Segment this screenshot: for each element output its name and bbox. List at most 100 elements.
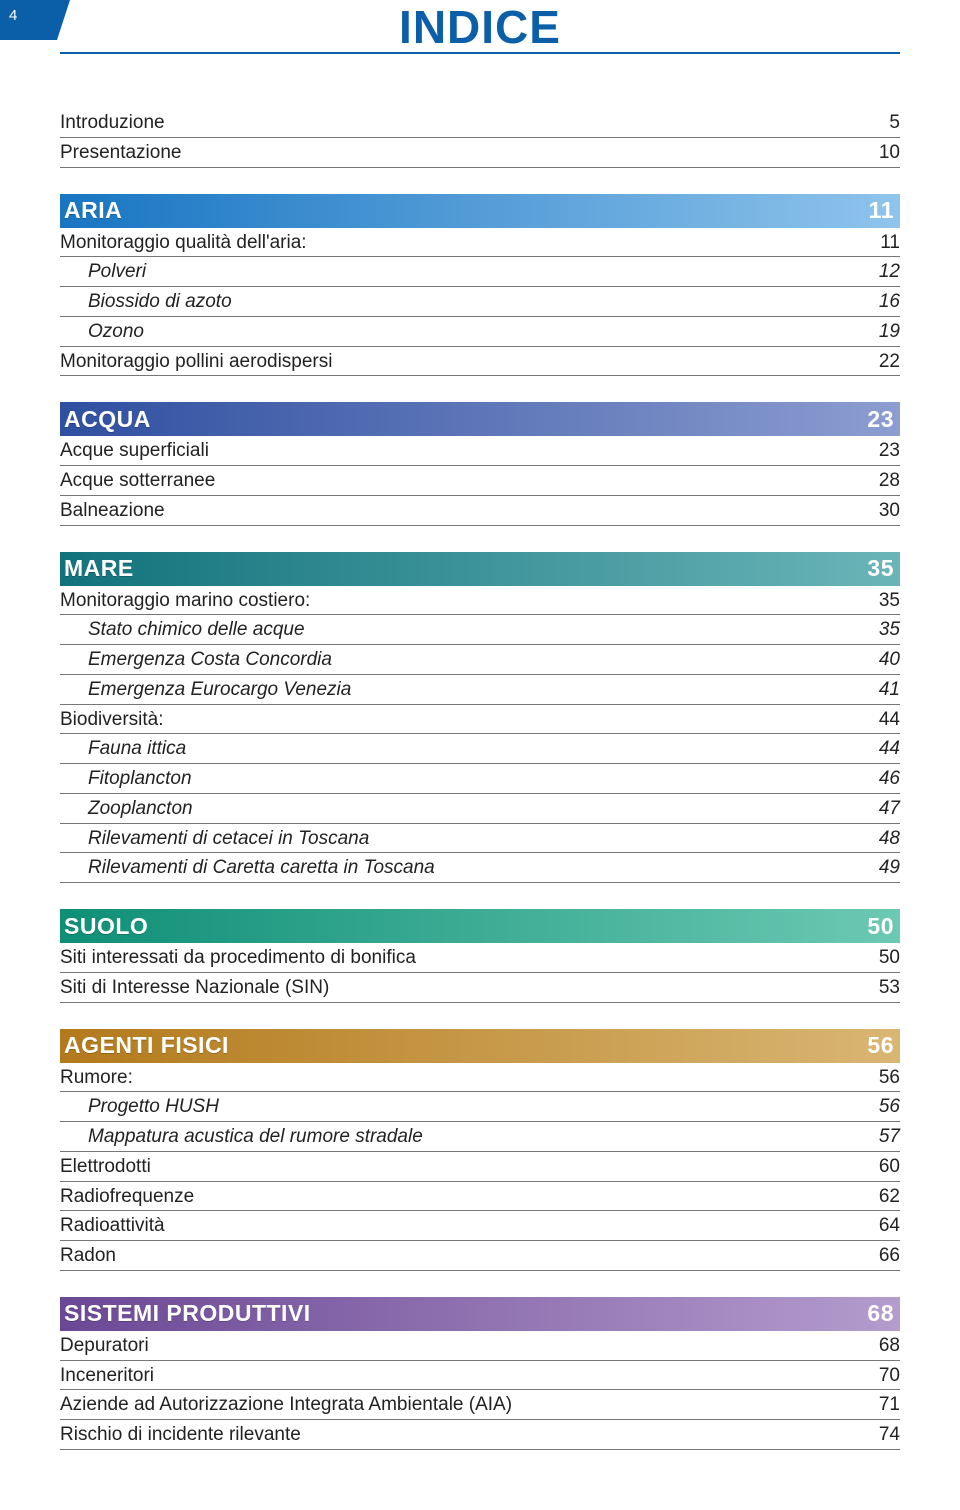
toc-row: Monitoraggio marino costiero:35 (60, 586, 900, 616)
toc-row: Rischio di incidente rilevante74 (60, 1420, 900, 1450)
toc-row-label: Emergenza Costa Concordia (60, 648, 859, 672)
toc-row: Biodiversità:44 (60, 705, 900, 735)
toc-row-label: Elettrodotti (60, 1155, 859, 1179)
toc-row: Aziende ad Autorizzazione Integrata Ambi… (60, 1390, 900, 1420)
toc-row: Siti interessati da procedimento di boni… (60, 943, 900, 973)
toc-row-label: Introduzione (60, 111, 869, 135)
toc-row-page: 44 (859, 708, 900, 732)
toc-row: Presentazione10 (60, 138, 900, 168)
toc-row: Radioattività64 (60, 1211, 900, 1241)
toc-row-page: 46 (859, 767, 900, 791)
section-title: SUOLO (64, 913, 148, 940)
toc-row-page: 53 (859, 976, 900, 1000)
toc-row-label: Fauna ittica (60, 737, 859, 761)
toc-row: Rilevamenti di cetacei in Toscana48 (60, 824, 900, 854)
toc-row: Polveri12 (60, 257, 900, 287)
toc-row-page: 56 (859, 1066, 900, 1090)
page-number: 4 (9, 7, 17, 24)
sections-container: ARIA11Monitoraggio qualità dell'aria:11P… (60, 194, 900, 1450)
toc-row: Radiofrequenze62 (60, 1182, 900, 1212)
section-page: 50 (867, 913, 894, 940)
toc-row-page: 23 (859, 439, 900, 463)
toc-row-label: Depuratori (60, 1334, 859, 1358)
toc-row-label: Fitoplancton (60, 767, 859, 791)
section-bar-agenti: AGENTI FISICI 56 (60, 1029, 900, 1063)
intro-block: Introduzione5 Presentazione10 (60, 108, 900, 168)
toc-row-label: Inceneritori (60, 1364, 859, 1388)
toc-row: Biossido di azoto16 (60, 287, 900, 317)
toc-row-page: 68 (859, 1334, 900, 1358)
toc-row-page: 74 (859, 1423, 900, 1447)
toc-row-label: Biodiversità: (60, 708, 859, 732)
toc-row-label: Rischio di incidente rilevante (60, 1423, 859, 1447)
section-page: 68 (867, 1300, 894, 1327)
section-title: AGENTI FISICI (64, 1032, 229, 1059)
section-bar-sistemi: SISTEMI PRODUTTIVI68 (60, 1297, 900, 1331)
toc-row: Mappatura acustica del rumore stradale57 (60, 1122, 900, 1152)
toc-row-label: Monitoraggio qualità dell'aria: (60, 231, 860, 255)
toc-row: Balneazione30 (60, 496, 900, 526)
toc-row-page: 70 (859, 1364, 900, 1388)
toc-row-label: Radiofrequenze (60, 1185, 859, 1209)
section-page: 11 (869, 197, 894, 224)
toc-row: Emergenza Eurocargo Venezia41 (60, 675, 900, 705)
toc-row: Inceneritori70 (60, 1361, 900, 1391)
toc-row-label: Monitoraggio pollini aerodispersi (60, 350, 859, 374)
toc-row-label: Acque sotterranee (60, 469, 859, 493)
toc-row-label: Acque superficiali (60, 439, 859, 463)
toc-row-label: Polveri (60, 260, 859, 284)
toc-row-label: Mappatura acustica del rumore stradale (60, 1125, 859, 1149)
toc-row-label: Biossido di azoto (60, 290, 859, 314)
toc-row-page: 56 (859, 1095, 900, 1119)
toc-row-label: Ozono (60, 320, 859, 344)
toc-row: Rilevamenti di Caretta caretta in Toscan… (60, 853, 900, 883)
toc-row: Monitoraggio pollini aerodispersi22 (60, 347, 900, 377)
toc-row-page: 28 (859, 469, 900, 493)
toc-row-page: 40 (859, 648, 900, 672)
toc-row-page: 35 (859, 618, 900, 642)
section-title: ACQUA (64, 406, 151, 433)
toc-row: Acque superficiali23 (60, 436, 900, 466)
section-page: 23 (867, 406, 894, 433)
toc-row-page: 62 (859, 1185, 900, 1209)
toc-row: Rumore:56 (60, 1063, 900, 1093)
toc-row: Acque sotterranee28 (60, 466, 900, 496)
toc-row-page: 64 (859, 1214, 900, 1238)
toc-row: Elettrodotti60 (60, 1152, 900, 1182)
toc-row-label: Aziende ad Autorizzazione Integrata Ambi… (60, 1393, 859, 1417)
toc-row-page: 47 (859, 797, 900, 821)
toc-row-page: 44 (859, 737, 900, 761)
toc-row-label: Rilevamenti di Caretta caretta in Toscan… (60, 856, 859, 880)
toc-row: Zooplancton47 (60, 794, 900, 824)
page-title: INDICE (60, 0, 900, 54)
toc-row-page: 22 (859, 350, 900, 374)
toc-row: Progetto HUSH56 (60, 1092, 900, 1122)
toc-row-page: 16 (859, 290, 900, 314)
toc-row-page: 66 (859, 1244, 900, 1268)
toc-row-page: 12 (859, 260, 900, 284)
toc-row-page: 41 (859, 678, 900, 702)
toc-row: Radon66 (60, 1241, 900, 1271)
toc-row-page: 10 (859, 141, 900, 165)
toc-row-page: 48 (859, 827, 900, 851)
toc-row-page: 5 (869, 111, 900, 135)
section-page: 56 (867, 1032, 894, 1059)
toc-row-label: Radon (60, 1244, 859, 1268)
section-bar-suolo: SUOLO 50 (60, 909, 900, 943)
toc-row-label: Presentazione (60, 141, 859, 165)
toc-row-label: Monitoraggio marino costiero: (60, 589, 859, 613)
toc-row: Fauna ittica44 (60, 734, 900, 764)
toc-row: Monitoraggio qualità dell'aria:11 (60, 228, 900, 258)
toc-row-label: Siti di Interesse Nazionale (SIN) (60, 976, 859, 1000)
toc-row-page: 50 (859, 946, 900, 970)
toc-row-page: 35 (859, 589, 900, 613)
toc-row-label: Balneazione (60, 499, 859, 523)
toc-row-label: Stato chimico delle acque (60, 618, 859, 642)
toc-row-label: Zooplancton (60, 797, 859, 821)
section-bar-mare: MARE35 (60, 552, 900, 586)
toc-row: Siti di Interesse Nazionale (SIN)53 (60, 973, 900, 1003)
toc-row-label: Emergenza Eurocargo Venezia (60, 678, 859, 702)
toc-row-page: 30 (859, 499, 900, 523)
toc-row: Ozono19 (60, 317, 900, 347)
toc-row-label: Radioattività (60, 1214, 859, 1238)
